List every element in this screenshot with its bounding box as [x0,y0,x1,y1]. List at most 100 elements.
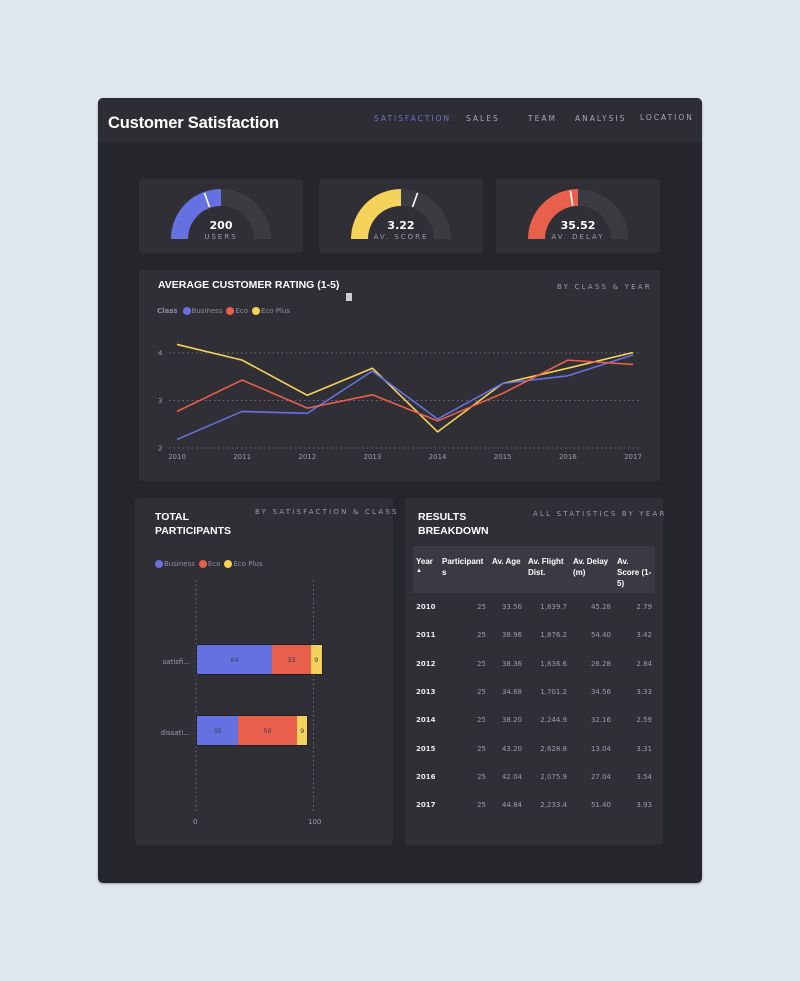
svg-text:2011: 2011 [233,453,251,461]
column-header-score[interactable]: Av. Score (1-5) [614,546,655,593]
cell-participants: 25 [477,659,486,668]
gauge-card-users: 200 USERS [139,179,303,253]
cell-year: 2012 [416,659,436,668]
rating-line-chart[interactable]: 2 3 4 2010 2011 2012 2013 2014 2015 2016 2017 [139,270,660,481]
legend-item-eco[interactable]: Eco [198,560,220,568]
cell-participants: 25 [477,772,486,781]
bar-category-label: dissati... [160,729,190,737]
gauge-users [171,189,271,239]
table-row[interactable]: 2016 25 42.04 2,075.9 27.04 3.54 [413,763,655,791]
cell-year: 2015 [416,744,436,753]
bar-segment-eco-plus[interactable]: 9 [310,645,322,674]
results-card: RESULTS BREAKDOWN ALL STATISTICS BY YEAR… [405,498,664,845]
column-header-delay[interactable]: Av. Delay (m) [570,546,614,593]
table-row[interactable]: 2014 25 38.20 2,244.9 32.16 2.59 [413,706,655,734]
x-axis-tick: 0 [193,818,198,826]
cell-age: 44.84 [501,801,522,810]
cell-participants: 25 [477,603,486,612]
column-header-age[interactable]: Av. Age [489,546,525,593]
cell-delay: 45.28 [590,603,611,612]
bar-segment-eco[interactable]: 33 [272,645,311,674]
bar-segment-business[interactable]: 64 [197,645,273,674]
page-title: Customer Satisfaction [108,114,279,132]
column-header-participants[interactable]: Participant s [439,546,489,593]
cell-score: 3.93 [636,801,652,810]
bar-segment-eco-plus[interactable]: 9 [296,716,308,745]
svg-text:2014: 2014 [429,453,447,461]
bar-satisfied[interactable]: 64 33 9 [196,644,323,675]
tab-sales[interactable]: SALES [466,114,500,123]
x-axis-tick: 100 [308,818,322,826]
results-subtitle: ALL STATISTICS BY YEAR [533,510,667,518]
legend-item-eco[interactable]: Eco [226,307,248,315]
cell-participants: 25 [477,744,486,753]
svg-text:2: 2 [158,445,162,453]
legend-item-business[interactable]: Business [182,307,222,315]
tab-analysis[interactable]: ANALYSIS [575,114,627,123]
cell-year: 2010 [416,603,436,612]
svg-text:2010: 2010 [168,453,186,461]
legend-item-business[interactable]: Business [155,560,195,568]
bar-dissatisfied[interactable]: 35 50 9 [196,715,309,746]
table-header-row: Year ▲ Participant s Av. Age Av. Flight D… [413,546,655,593]
cell-year: 2013 [416,688,436,697]
tab-team[interactable]: TEAM [528,114,557,123]
cell-delay: 13.04 [590,744,611,753]
cell-flight-dist: 1,876.2 [540,631,567,640]
legend-dot-icon [198,560,207,568]
cell-score: 3.33 [636,688,652,697]
bar-segment-business[interactable]: 35 [197,716,239,745]
table-row[interactable]: 2017 25 44.84 2,233.4 51.40 3.93 [413,791,655,819]
cell-age: 42.04 [501,772,522,781]
table-row[interactable]: 2010 25 33.56 1,839.7 45.28 2.79 [413,593,655,621]
cell-flight-dist: 1,836.6 [540,659,567,668]
bar-category-label: satisfi... [162,658,190,666]
tab-satisfaction[interactable]: SATISFACTION [374,114,452,123]
participants-gridlines [195,580,314,814]
tab-location[interactable]: LOCATION [640,113,694,122]
cell-year: 2016 [416,772,436,781]
svg-text:2013: 2013 [364,453,382,461]
cell-year: 2014 [416,716,436,725]
legend-item-eco-plus[interactable]: Eco Plus [224,560,262,568]
cell-participants: 25 [477,688,486,697]
cell-score: 3.54 [636,772,652,781]
gauge-card-score: 3.22 AV. SCORE [319,179,483,253]
gauge-label: AV. DELAY [551,233,605,241]
gauge-score [351,189,451,239]
legend-dot-icon [252,307,261,315]
legend-dot-icon [226,307,235,315]
legend-item-eco-plus[interactable]: Eco Plus [252,307,290,315]
bar-segment-eco[interactable]: 50 [238,716,297,745]
cell-score: 2.84 [636,659,652,668]
cell-participants: 25 [477,801,486,810]
cell-flight-dist: 2,244.9 [540,716,567,725]
svg-text:2015: 2015 [494,453,512,461]
table-row[interactable]: 2011 25 38.96 1,876.2 54.40 3.42 [413,621,655,649]
table-row[interactable]: 2012 25 38.36 1,836.6 26.28 2.84 [413,650,655,678]
results-table: Year ▲ Participant s Av. Age Av. Flight D… [413,546,655,819]
participants-title: TOTAL PARTICIPANTS [155,511,232,537]
cell-year: 2017 [416,801,436,810]
cell-delay: 32.16 [590,716,611,725]
cell-age: 34.68 [501,688,522,697]
cell-score: 3.42 [636,631,652,640]
svg-text:2017: 2017 [624,453,642,461]
cell-age: 38.20 [501,716,522,725]
rating-chart-subtitle: BY CLASS & YEAR [557,283,652,291]
legend-dot-icon [224,560,233,568]
participants-legend: Business Eco Eco Plus [155,560,266,568]
column-header-flight-dist[interactable]: Av. Flight Dist. [525,546,570,593]
table-row[interactable]: 2015 25 43.20 2,628.8 13.04 3.31 [413,734,655,762]
table-row[interactable]: 2013 25 34.68 1,701.2 34.56 3.33 [413,678,655,706]
cell-age: 43.20 [501,744,522,753]
cell-score: 3.31 [636,744,652,753]
column-header-year[interactable]: Year ▲ [413,546,439,593]
participants-card: TOTAL PARTICIPANTS BY SATISFACTION & CLA… [135,498,396,845]
gauge-label: AV. SCORE [373,233,429,241]
cell-age: 38.96 [501,631,522,640]
header-bar: Customer Satisfaction SATISFACTION SALES… [98,98,702,142]
cell-delay: 51.40 [590,801,611,810]
cell-age: 33.56 [501,603,522,612]
gauge-card-delay: 35.52 AV. DELAY [496,179,660,253]
